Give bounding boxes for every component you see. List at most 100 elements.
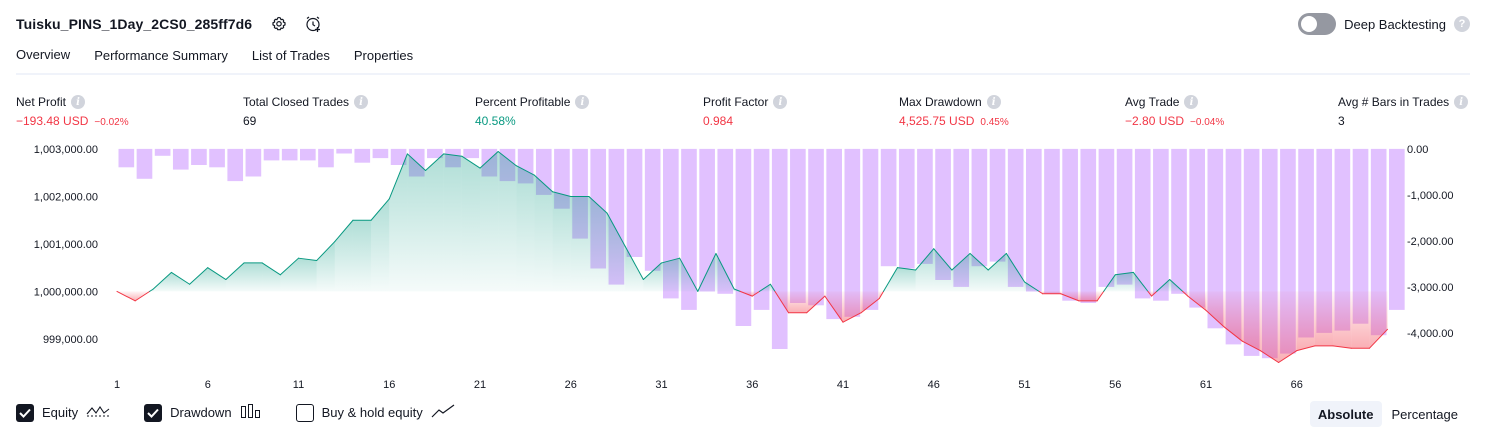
mode-absolute[interactable]: Absolute <box>1309 401 1382 427</box>
equity-line-segment <box>461 155 481 169</box>
x-axis-tick: 26 <box>565 379 577 391</box>
tab-overview[interactable]: Overview <box>16 44 71 75</box>
drawdown-bar <box>1080 148 1097 303</box>
info-icon[interactable]: i <box>1454 95 1469 109</box>
equity-line-segment <box>425 153 445 171</box>
drawdown-bar <box>826 148 842 320</box>
drawdown-bar <box>844 148 861 317</box>
metric-total-closed-trades: Total Closed Trades i 69 <box>243 94 369 128</box>
x-axis-tick: 1 <box>114 379 120 391</box>
legend-equity-label: Equity <box>42 405 79 420</box>
equity-line-segment <box>624 245 644 281</box>
metric-max-drawdown: Max Drawdown i 4,525.75 USD 0.45% <box>899 94 1009 128</box>
equity-line-segment <box>116 290 136 302</box>
drawdown-bar <box>390 148 407 165</box>
drawdown-checkbox[interactable] <box>144 403 163 422</box>
equity-area-segment <box>806 291 825 313</box>
mode-percentage[interactable]: Percentage <box>1391 406 1459 422</box>
tab-performance-summary[interactable]: Performance Summary <box>94 48 228 63</box>
metric-avg-trade: Avg Trade i −2.80 USD −0.04% <box>1125 94 1224 128</box>
x-axis-tick: 61 <box>1200 379 1212 391</box>
equity-line-segment <box>759 283 771 292</box>
metric-value: 69 <box>243 114 257 128</box>
equity-area-segment <box>588 196 608 292</box>
deep-backtesting-label: Deep Backtesting <box>1344 16 1446 32</box>
equity-line-segment <box>1296 345 1316 352</box>
buy-hold-checkbox[interactable] <box>295 403 314 422</box>
equity-line-segment <box>969 252 989 271</box>
info-icon[interactable]: i <box>986 95 1001 109</box>
equity-area-segment <box>570 196 589 292</box>
metric-label: Max Drawdown <box>899 95 982 109</box>
equity-line-segment <box>1060 293 1080 302</box>
x-axis-tick: 66 <box>1291 379 1303 391</box>
equity-area-segment <box>334 220 353 292</box>
metric-label: Avg # Bars in Trades <box>1338 95 1450 109</box>
equity-line-segment <box>697 252 717 292</box>
equity-line-segment <box>842 312 862 323</box>
equity-area-segment <box>1206 291 1225 327</box>
equity-checkbox[interactable] <box>16 403 34 422</box>
drawdown-bar <box>263 148 280 161</box>
metrics-row: Net Profit i −193.48 USD −0.02% Total Clos… <box>0 94 1486 134</box>
right-axis-tick: -4,000.00 <box>1407 328 1453 340</box>
x-axis-tick: 51 <box>1018 379 1030 391</box>
left-axis-tick: 1,001,000.00 <box>34 239 98 251</box>
tab-divider <box>16 73 1470 75</box>
legend-equity[interactable]: Equity <box>16 403 110 422</box>
equity-line-segment <box>882 267 898 292</box>
equity-drawdown-chart[interactable]: 1,003,000.00 1,002,000.00 1,001,000.00 1,00… <box>0 136 1486 396</box>
equity-line-segment <box>316 241 336 262</box>
drawdown-bar <box>898 148 915 269</box>
equity-line-icon <box>86 403 110 422</box>
x-axis-tick: 46 <box>928 379 940 391</box>
tab-properties[interactable]: Properties <box>353 48 414 63</box>
info-icon[interactable]: i <box>773 95 788 109</box>
legend-buy-hold[interactable]: Buy & hold equity <box>295 403 455 422</box>
equity-line-segment <box>170 271 191 285</box>
drawdown-bar <box>626 148 643 257</box>
drawdown-bar <box>862 148 879 310</box>
equity-area-segment <box>425 153 444 292</box>
equity-area-segment <box>262 262 281 292</box>
drawdown-bar <box>1116 148 1133 285</box>
deep-backtesting-toggle[interactable] <box>1298 13 1337 35</box>
equity-line-segment <box>533 174 554 193</box>
equity-line-segment <box>279 257 299 276</box>
equity-line-segment <box>134 290 151 302</box>
drawdown-bar <box>463 148 479 159</box>
legend-drawdown-label: Drawdown <box>170 405 232 420</box>
right-axis-tick: -2,000.00 <box>1407 236 1453 248</box>
equity-line-segment <box>715 252 735 290</box>
clock-plus-icon[interactable] <box>302 13 324 35</box>
info-icon[interactable]: i <box>354 95 369 109</box>
metric-value: −193.48 USD <box>16 114 89 128</box>
equity-line-segment <box>1096 290 1105 302</box>
gear-icon[interactable] <box>268 13 290 35</box>
equity-line-segment <box>642 262 662 281</box>
equity-line-segment <box>388 153 408 200</box>
drawdown-bar <box>227 148 244 182</box>
equity-line-segment <box>298 257 318 262</box>
equity-area-segment <box>625 246 644 292</box>
metric-value: 40.58% <box>475 114 516 128</box>
equity-line-segment <box>370 198 390 221</box>
equity-line-segment <box>479 150 499 169</box>
equity-area-segment <box>843 291 862 323</box>
info-icon[interactable]: i <box>575 95 590 109</box>
info-icon[interactable]: i <box>71 95 86 109</box>
legend-drawdown[interactable]: Drawdown <box>144 403 261 422</box>
help-icon[interactable]: ? <box>1454 16 1470 32</box>
tab-list-of-trades[interactable]: List of Trades <box>251 48 330 63</box>
drawdown-bar <box>880 148 897 267</box>
strategy-title: Tuisku_PINS_1Day_2CS0_285ff7d6 <box>16 16 253 32</box>
equity-line-segment <box>661 257 681 264</box>
info-icon[interactable]: i <box>1184 95 1199 109</box>
drawdown-bar <box>281 148 298 161</box>
drawdown-bars <box>118 148 1405 359</box>
metric-label: Profit Factor <box>703 95 769 109</box>
x-axis-tick: 16 <box>383 379 395 391</box>
equity-area-segment <box>915 248 934 292</box>
drawdown-bar <box>1370 148 1387 336</box>
equity-line-segment <box>806 295 826 314</box>
